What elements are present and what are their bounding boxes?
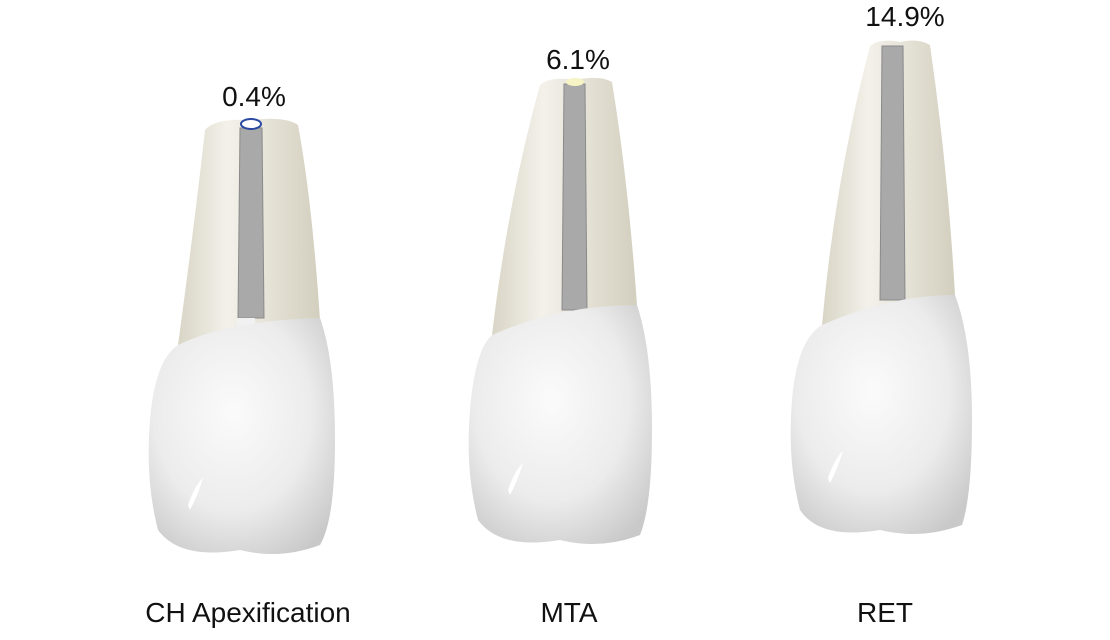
percent-label: 0.4% — [222, 81, 286, 112]
canal — [237, 127, 265, 319]
tooth: 0.4% CH Apexification — [145, 81, 350, 628]
tooth: 6.1% MTA — [468, 44, 652, 628]
tooth-label: CH Apexification — [145, 597, 350, 628]
canal — [879, 45, 906, 301]
crown — [790, 295, 972, 534]
percent-label: 14.9% — [865, 1, 944, 32]
crown — [468, 305, 652, 544]
canal — [561, 83, 588, 311]
highlight — [188, 478, 203, 510]
apex-marker — [566, 78, 584, 86]
tooth-label: MTA — [540, 597, 597, 628]
tooth: 14.9% RET — [790, 1, 972, 628]
percent-label: 6.1% — [546, 44, 610, 75]
crown — [148, 318, 335, 554]
highlight — [828, 451, 843, 483]
apex-marker — [240, 118, 262, 130]
highlight — [508, 463, 523, 495]
tooth-label: RET — [857, 597, 913, 628]
